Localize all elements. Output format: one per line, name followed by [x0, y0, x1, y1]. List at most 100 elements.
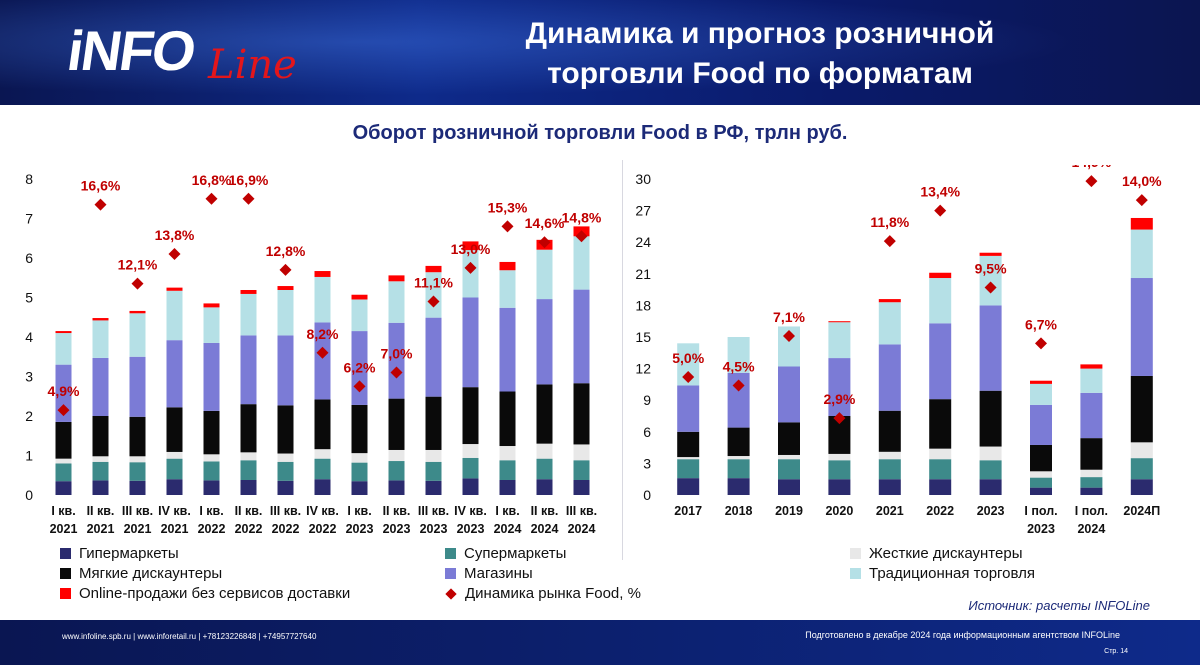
y-bar-trad	[677, 343, 700, 386]
y-bar-hyper	[778, 479, 800, 495]
q-bar-hyper	[388, 480, 405, 495]
y-bar-hyper	[677, 478, 700, 495]
y-bar-soft	[1030, 444, 1052, 472]
legend-growth: Динамика рынка Food, %	[445, 585, 641, 602]
y-bar-hyper	[828, 479, 851, 495]
q-growth-label: 11,1%	[414, 274, 453, 290]
y-bar-super	[929, 459, 952, 480]
page-number: Стр. 14	[1104, 648, 1128, 655]
legend-hyper-swatch	[60, 548, 71, 559]
q-xtick: II кв.	[383, 504, 411, 518]
y-bar-soft	[828, 416, 851, 454]
y-bar-soft	[878, 410, 901, 452]
q-xtick: 2022	[272, 522, 300, 536]
y-xtick: 2019	[775, 504, 803, 518]
y-bar-super	[727, 459, 750, 479]
y-xtick: 2021	[876, 504, 904, 518]
q-bar-super	[462, 457, 479, 479]
y-xtick: 2023	[1027, 522, 1055, 536]
legend-soft: Мягкие дискаунтеры	[60, 565, 222, 582]
q-growth-point	[168, 248, 181, 261]
source-note: Источник: расчеты INFOLine	[968, 598, 1150, 613]
q-bar-trad	[55, 333, 72, 365]
q-bar-super	[166, 458, 183, 480]
q-bar-shops	[536, 299, 553, 385]
y-bar-trad	[878, 302, 901, 345]
footer-prepared: Подготовлено в декабре 2024 года информа…	[805, 630, 1120, 640]
y-bar-shops	[1080, 392, 1103, 439]
legend-hyper: Гипермаркеты	[60, 545, 179, 562]
q-bar-hard	[388, 449, 405, 462]
legend-hard: Жесткие дискаунтеры	[850, 545, 1022, 562]
y-bar-soft	[1080, 438, 1103, 470]
y-bar-super	[1030, 477, 1052, 488]
y-growth-label: 13,4%	[920, 184, 960, 200]
q-bar-trad	[277, 289, 294, 336]
q-bar-shops	[388, 322, 405, 399]
q-bar-trad	[203, 307, 220, 343]
q-bar-hyper	[462, 478, 479, 495]
y-bar-hard	[1030, 471, 1052, 478]
q-bar-trad	[536, 249, 553, 300]
q-bar-hard	[425, 449, 442, 462]
y-bar-shops	[778, 366, 800, 423]
y-bar-trad	[828, 322, 851, 359]
q-bar-super	[92, 461, 109, 481]
y-growth-label: 14,9%	[1072, 165, 1112, 170]
y-growth-point	[1085, 175, 1098, 188]
y-ytick: 9	[643, 392, 651, 408]
q-xtick: 2022	[309, 522, 337, 536]
y-bar-hard	[929, 448, 952, 460]
q-bar-soft	[55, 421, 72, 459]
q-growth-point	[353, 380, 366, 393]
y-bar-super	[778, 459, 800, 480]
q-growth-label: 13,8%	[155, 227, 195, 243]
y-bar-hard	[727, 456, 750, 460]
q-bar-hyper	[129, 480, 146, 495]
y-bar-super	[1130, 458, 1153, 480]
y-bar-shops	[878, 344, 901, 411]
q-bar-online	[499, 261, 516, 271]
q-bar-soft	[166, 407, 183, 452]
y-growth-label: 7,1%	[773, 309, 805, 325]
q-growth-point	[464, 261, 477, 274]
legend-soft-label: Мягкие дискаунтеры	[79, 565, 223, 582]
q-bar-soft	[425, 396, 442, 450]
q-bar-hard	[92, 456, 109, 462]
y-bar-online	[929, 272, 952, 279]
q-bar-super	[240, 460, 257, 480]
q-bar-shops	[203, 342, 220, 411]
y-xtick: 2018	[725, 504, 753, 518]
y-bar-shops	[1030, 404, 1052, 445]
q-growth-label: 7,0%	[381, 346, 413, 362]
q-xtick: 2024	[568, 522, 596, 536]
y-bar-online	[1080, 364, 1103, 369]
y-ytick: 0	[643, 487, 651, 503]
q-bar-trad	[499, 270, 516, 308]
q-bar-soft	[351, 404, 368, 454]
q-bar-shops	[166, 340, 183, 408]
q-growth-point	[279, 263, 292, 276]
footer: www.infoline.spb.ru | www.inforetail.ru …	[0, 620, 1200, 665]
y-bar-shops	[979, 305, 1002, 391]
q-bar-online	[129, 310, 146, 314]
q-bar-soft	[499, 391, 516, 447]
y-growth-point	[732, 379, 745, 392]
y-bar-online	[979, 252, 1002, 256]
q-xtick: III кв.	[270, 504, 301, 518]
y-growth-point	[934, 204, 947, 217]
y-xtick: 2022	[926, 504, 954, 518]
y-bar-soft	[778, 422, 800, 455]
y-bar-hard	[979, 446, 1002, 461]
q-bar-hard	[462, 444, 479, 458]
q-bar-trad	[129, 313, 146, 357]
q-bar-online	[388, 275, 405, 282]
y-bar-super	[979, 460, 1002, 480]
legend-super: Супермаркеты	[445, 545, 566, 562]
q-bar-hard	[166, 451, 183, 459]
y-bar-super	[878, 459, 901, 480]
y-growth-point	[1135, 194, 1148, 207]
y-bar-shops	[1130, 278, 1153, 376]
y-ytick: 12	[635, 361, 651, 377]
q-growth-label: 6,2%	[344, 359, 376, 375]
